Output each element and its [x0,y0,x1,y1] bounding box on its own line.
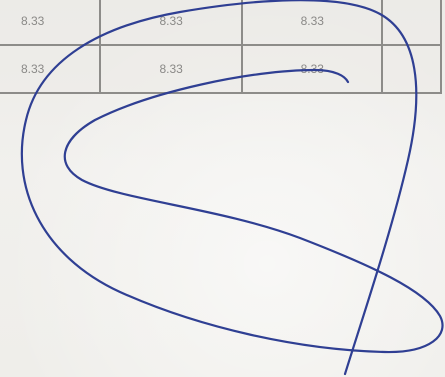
table-cell: 8.33 [241,0,384,46]
table-cell: 8.33 [98,44,244,94]
value-table: 8.33 8.33 8.33 8.33 8.33 8.33 [0,0,442,94]
table-cell: 8.33 [98,0,244,46]
ink-stroke [20,0,444,376]
table-cell: 8.33 [0,0,101,46]
table-row: 8.33 8.33 8.33 [0,0,442,46]
table-cell: 8.33 [0,44,101,94]
